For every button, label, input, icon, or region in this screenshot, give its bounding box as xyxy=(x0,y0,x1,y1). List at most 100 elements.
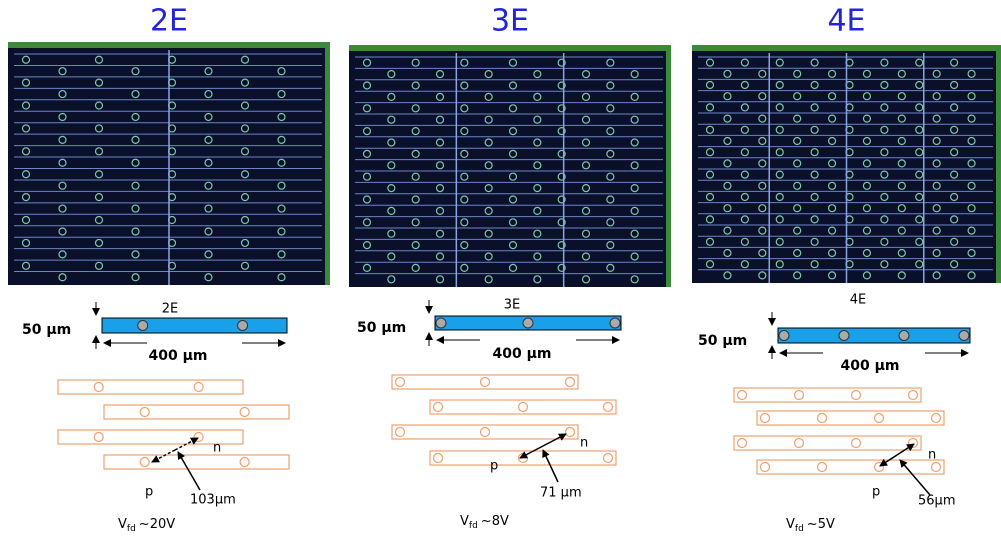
pixel-label: 2E xyxy=(162,302,179,317)
pixel-electrode xyxy=(852,391,861,400)
vfd-symbol: V xyxy=(786,517,795,532)
pixel-outline xyxy=(58,380,243,394)
vfd-label: Vfd~5V xyxy=(786,517,835,534)
distance-label: 103µm xyxy=(190,493,236,508)
panel: 4E 4E 50 µm 400 µm p n 56µm Vfd~5V xyxy=(692,4,1001,534)
pixel-electrode xyxy=(761,414,770,423)
pixel-electrode xyxy=(94,383,103,392)
electrode xyxy=(138,321,148,331)
pixel-electrode xyxy=(738,391,747,400)
pixel-electrode xyxy=(434,454,443,463)
electrode xyxy=(779,331,789,341)
pixel-electrode xyxy=(761,463,770,472)
pixel-electrode xyxy=(795,391,804,400)
panel-title: 4E xyxy=(827,4,865,39)
pitch-label: 400 µm xyxy=(493,346,552,362)
vfd-value: ~5V xyxy=(807,517,835,532)
pixel-electrode xyxy=(932,463,941,472)
pixel-electrode xyxy=(94,433,103,442)
image-edge xyxy=(666,45,671,287)
pixel-label: 4E xyxy=(850,293,867,308)
distance-arrow xyxy=(543,434,566,446)
electrode xyxy=(899,331,909,341)
pixel-outline xyxy=(757,411,944,425)
image-border xyxy=(349,45,671,51)
panel: 3E 3E 50 µm 400 µm p n 71 µm Vfd~8V xyxy=(349,4,671,531)
pointer-arrow xyxy=(900,460,930,495)
p-label: p xyxy=(872,485,880,500)
pixel-electrode xyxy=(604,403,613,412)
pixel-electrode xyxy=(434,403,443,412)
pixel-electrode xyxy=(519,403,528,412)
panel-title: 3E xyxy=(491,4,529,39)
pixel-electrode xyxy=(140,408,149,417)
vfd-subscript: fd xyxy=(127,524,136,534)
pixel-electrode xyxy=(240,458,249,467)
pixel-electrode xyxy=(140,458,149,467)
panel-title: 2E xyxy=(150,4,188,39)
distance-arrow xyxy=(152,450,175,462)
pixel-outline xyxy=(734,388,921,402)
vfd-value: ~8V xyxy=(481,514,509,529)
pixel-outline xyxy=(734,436,921,450)
pixel-electrode xyxy=(481,428,490,437)
pixel-outline xyxy=(104,455,289,469)
electrode xyxy=(238,321,248,331)
pixel-bar xyxy=(778,328,970,343)
pixel-outline xyxy=(757,460,944,474)
figure: 2E2E50 µm400 µmpn103µmVfd~20V3E3E50 µm40… xyxy=(0,0,1001,540)
n-label: n xyxy=(580,436,588,451)
panel: 2E 2E 50 µm 400 µm p n 103µm Vfd~20V xyxy=(8,4,330,534)
p-label: p xyxy=(490,459,498,474)
layout-image xyxy=(8,42,330,285)
pixel-electrode xyxy=(932,414,941,423)
vfd-symbol: V xyxy=(460,514,469,529)
pixel-electrode xyxy=(909,391,918,400)
vfd-symbol: V xyxy=(118,517,127,532)
distance-label: 71 µm xyxy=(540,486,582,501)
image-border xyxy=(8,42,330,48)
pixel-label: 3E xyxy=(504,298,521,313)
pixel-electrode xyxy=(566,428,575,437)
pixel-electrode xyxy=(396,378,405,387)
layout-image xyxy=(692,45,1001,283)
pixel-electrode xyxy=(818,463,827,472)
distance-label: 56µm xyxy=(918,494,955,509)
pitch-label: 400 µm xyxy=(841,358,900,374)
pointer-arrow xyxy=(178,452,200,490)
n-label: n xyxy=(213,441,221,456)
pixel-electrode xyxy=(481,378,490,387)
pixel-electrode xyxy=(795,439,804,448)
pixel-electrode xyxy=(566,378,575,387)
p-label: p xyxy=(145,485,153,500)
vfd-value: ~20V xyxy=(139,517,175,532)
electrode xyxy=(839,331,849,341)
pixel-electrode xyxy=(240,408,249,417)
thickness-label: 50 µm xyxy=(357,320,406,336)
pitch-label: 400 µm xyxy=(149,348,208,364)
electrode xyxy=(523,318,533,328)
pixel-electrode xyxy=(818,414,827,423)
thickness-label: 50 µm xyxy=(698,333,747,349)
pixel-electrode xyxy=(604,454,613,463)
thickness-label: 50 µm xyxy=(22,322,71,338)
pixel-electrode xyxy=(875,414,884,423)
pixel-electrode xyxy=(396,428,405,437)
distance-arrow xyxy=(520,446,543,458)
pointer-arrow xyxy=(543,450,558,482)
pixel-electrode xyxy=(738,439,747,448)
image-edge xyxy=(325,42,330,285)
vfd-label: Vfd~8V xyxy=(460,514,509,531)
vfd-label: Vfd~20V xyxy=(118,517,175,534)
n-label: n xyxy=(928,448,936,463)
pixel-electrode xyxy=(194,383,203,392)
pixel-bar xyxy=(102,318,287,333)
pixel-outline xyxy=(104,405,289,419)
electrode xyxy=(610,318,620,328)
vfd-subscript: fd xyxy=(469,521,478,531)
image-border xyxy=(692,45,1001,51)
image-edge xyxy=(996,45,1001,283)
vfd-subscript: fd xyxy=(795,524,804,534)
electrode xyxy=(436,318,446,328)
layout-image xyxy=(349,45,671,287)
